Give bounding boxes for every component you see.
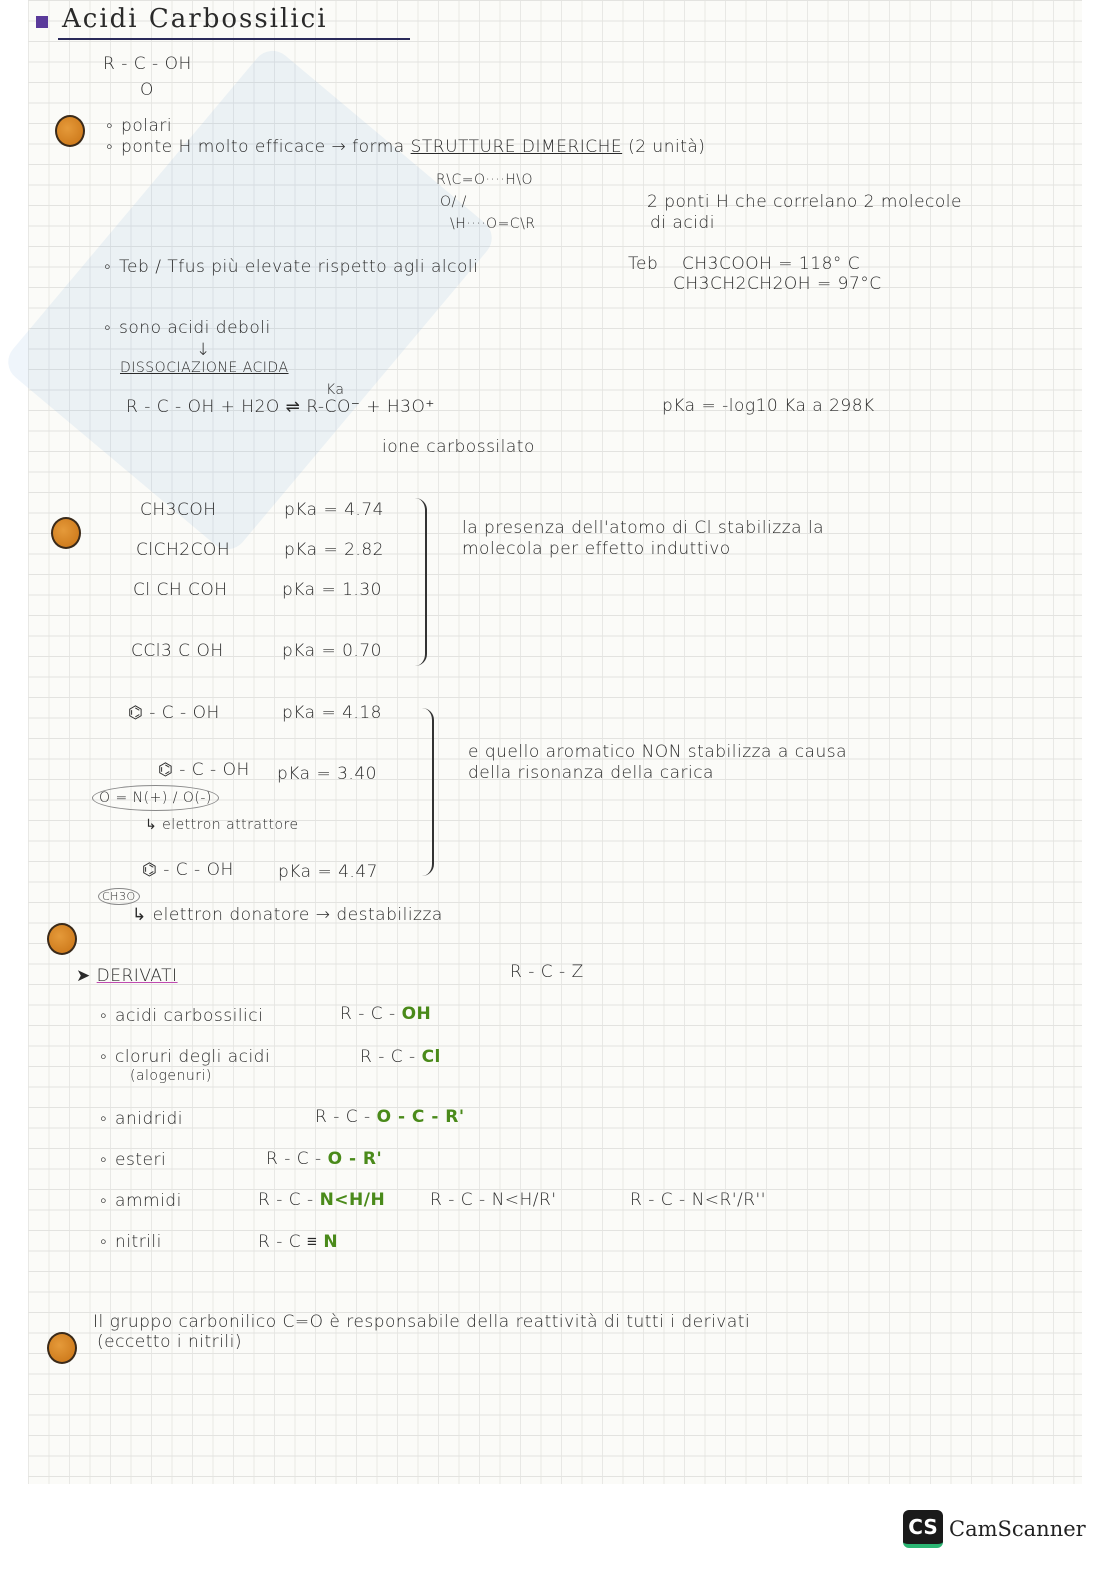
elettron-attrattore: ↳ elettron attrattore — [145, 817, 299, 833]
acid-formula: CCl3 C OH — [131, 641, 224, 661]
camscanner-logo: CS CamScanner — [903, 1510, 1086, 1548]
ka-label: Ka — [326, 382, 345, 398]
brace — [415, 498, 427, 666]
pka-definition: pKa = -log10 Ka a 298K — [662, 396, 875, 416]
teb-value-1: CH3COOH = 118° C — [682, 254, 861, 274]
ponti-note: 2 ponti H che correlano 2 molecole — [647, 192, 962, 212]
bullet-teb: ∘ Teb / Tfus più elevate rispetto agli a… — [102, 257, 479, 277]
aromatic-note-2: della risonanza della carica — [468, 763, 714, 783]
acid-formula: Cl CH COH — [133, 580, 228, 600]
chloro-note: la presenza dell'atomo di Cl stabilizza … — [462, 518, 825, 538]
dimer-line-1: R\C=O····H\O — [436, 172, 534, 188]
derivative-item: ∘ cloruri degli acidi — [98, 1047, 271, 1067]
orange-dot-marker — [55, 115, 85, 147]
derivative-formula: R - C - O - R' — [266, 1149, 383, 1169]
general-formula: R - C - OH — [103, 54, 192, 74]
ponti-note-2: di acidi — [650, 213, 715, 233]
orange-dot-marker — [51, 517, 81, 549]
derivative-formula: R - C - O - C - R' — [315, 1107, 465, 1127]
aromatic-formula: ⌬ - C - OH — [128, 703, 220, 723]
derivative-subname: (alogenuri) — [130, 1068, 212, 1084]
derivative-formula: R - C ≡ N — [258, 1232, 339, 1252]
bullet-deboli: ∘ sono acidi deboli — [102, 318, 271, 338]
elettron-donatore: ↳ elettron donatore → destabilizza — [132, 905, 443, 925]
derivative-item: ∘ anidridi — [98, 1109, 183, 1129]
ione-carbossilato: ione carbossilato — [382, 437, 535, 457]
aromatic-pka: pKa = 4.18 — [282, 703, 382, 723]
title-underline — [58, 38, 410, 40]
dissociation-equation: R - C - OH + H2O ⇌ R-CO⁻ + H3O⁺ — [126, 397, 435, 417]
dissociazione-heading: DISSOCIAZIONE ACIDA — [120, 360, 289, 376]
methoxy-group: CH3O — [98, 888, 140, 905]
conclusion-2: (eccetto i nitrili) — [97, 1332, 242, 1352]
dimer-line-3: \H····O=C\R — [450, 216, 536, 232]
title-marker — [36, 16, 48, 28]
acid-formula: CH3COH — [140, 500, 217, 520]
acid-pka: pKa = 0.70 — [282, 641, 382, 661]
derivative-item: ∘ ammidi — [98, 1191, 182, 1211]
derivative-item: ∘ acidi carbossilici — [98, 1006, 264, 1026]
aromatic-note: e quello aromatico NON stabilizza a caus… — [468, 742, 848, 762]
teb-label: Teb — [628, 254, 659, 274]
page-title: Acidi Carbossilici — [62, 4, 328, 34]
acid-formula: ClCH2COH — [136, 540, 231, 560]
derivative-formula: R - C - OH — [340, 1004, 432, 1024]
derivative-formula-alt: R - C - N<H/R' — [430, 1190, 557, 1210]
conclusion: Il gruppo carbonilico C=O è responsabile… — [93, 1312, 751, 1332]
bullet-polari: ∘ polari — [104, 116, 173, 136]
derivative-formula: R - C - Cl — [360, 1047, 441, 1067]
chloro-note-2: molecola per effetto induttivo — [462, 539, 731, 559]
orange-dot-marker — [47, 1332, 77, 1364]
orange-dot-marker — [47, 923, 77, 955]
camscanner-badge: CS — [903, 1510, 943, 1548]
aromatic-formula: ⌬ - C - OH — [158, 760, 250, 780]
derivative-item: ∘ nitrili — [98, 1232, 162, 1252]
derivati-general-formula: R - C - Z — [510, 962, 584, 982]
bullet-ponte: ∘ ponte H molto efficace → forma STRUTTU… — [104, 137, 706, 157]
aromatic-formula: ⌬ - C - OH — [142, 860, 234, 880]
aromatic-pka: pKa = 4.47 — [278, 862, 378, 882]
acid-pka: pKa = 4.74 — [284, 500, 384, 520]
dimer-line-2: O/ / — [440, 194, 467, 210]
derivative-formula: R - C - N<H/H — [258, 1190, 386, 1210]
teb-value-2: CH3CH2CH2OH = 97°C — [673, 274, 882, 294]
derivative-formula-alt: R - C - N<R'/R'' — [630, 1190, 766, 1210]
acid-pka: pKa = 2.82 — [284, 540, 384, 560]
camscanner-name: CamScanner — [949, 1517, 1086, 1541]
notebook-page — [28, 0, 1082, 1484]
derivative-item: ∘ esteri — [98, 1150, 167, 1170]
aromatic-pka: pKa = 3.40 — [277, 764, 377, 784]
acid-pka: pKa = 1.30 — [282, 580, 382, 600]
arrow-down: ↓ — [196, 340, 211, 360]
general-formula-oxygen: O — [140, 80, 154, 100]
nitro-group: O = N(+) / O(-) — [92, 785, 219, 811]
brace — [422, 708, 434, 876]
derivati-heading: ➤ DERIVATI — [76, 966, 178, 986]
